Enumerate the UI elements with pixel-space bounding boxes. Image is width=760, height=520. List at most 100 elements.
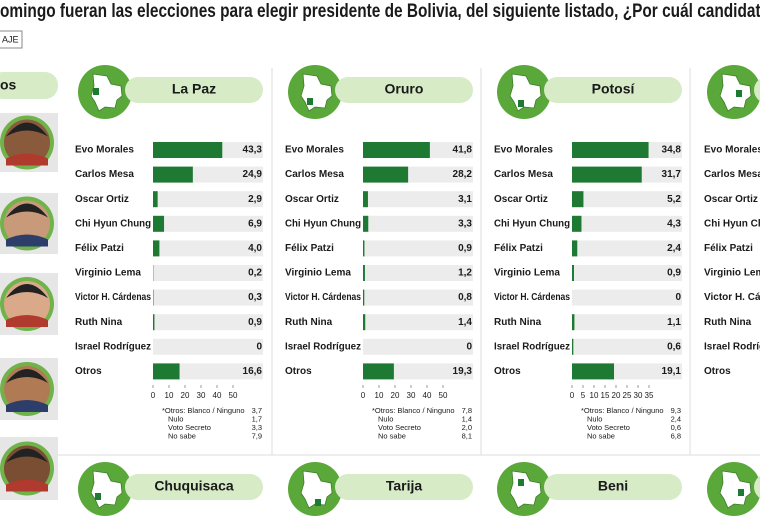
note-label: Voto Secreto	[587, 423, 630, 432]
bar	[363, 289, 365, 306]
region-title: Chuquisaca	[154, 478, 234, 494]
bar-track	[572, 265, 682, 281]
bar	[572, 191, 584, 208]
map-region	[518, 100, 524, 107]
candidate-name: Ruth Nina	[704, 317, 752, 328]
photo-shirt	[6, 234, 48, 247]
bar-track	[572, 314, 682, 331]
value-label: 19,3	[453, 366, 473, 377]
bar	[572, 142, 649, 158]
note-label: No sabe	[378, 431, 406, 440]
candidate-name: Oscar Ortiz	[494, 194, 548, 205]
note-value: 7,9	[252, 431, 262, 440]
photo-hair	[6, 122, 48, 137]
region-title: La Paz	[172, 81, 216, 97]
bar	[572, 215, 582, 232]
candidate-name: Félix Patzi	[75, 243, 124, 254]
value-label: 6,9	[248, 218, 262, 229]
note-label: Voto Secreto	[168, 423, 211, 432]
candidate-name: Virginio Lema	[75, 268, 141, 279]
bar	[153, 240, 160, 257]
candidate-name: Carlos Mesa	[75, 169, 134, 180]
value-label: 2,4	[667, 243, 681, 254]
candidate-name: Carlos Mesa	[494, 169, 553, 180]
bar-track	[572, 338, 682, 355]
x-tick-label: 40	[423, 391, 432, 400]
x-tick-label: 10	[590, 391, 599, 400]
photo-shirt	[6, 315, 48, 327]
bar	[363, 265, 365, 281]
candidate-name: Chi Hyun Chung	[704, 218, 760, 229]
note-label: Nulo	[587, 414, 602, 423]
note-value: 1,4	[462, 414, 472, 423]
map-region	[738, 489, 744, 496]
note-label: No sabe	[168, 431, 196, 440]
note-value: 1,7	[252, 414, 262, 423]
note-value: 7,8	[462, 406, 472, 415]
bar	[572, 338, 574, 355]
bar-track	[572, 289, 682, 306]
note-label: Nulo	[378, 414, 393, 423]
map-region	[93, 88, 99, 95]
map-outline	[509, 73, 542, 112]
candidate-name: Félix Patzi	[704, 243, 753, 254]
region-header	[754, 79, 760, 101]
note-value: 2,4	[671, 414, 681, 423]
region-header	[125, 77, 263, 103]
value-label: 0,2	[248, 268, 262, 279]
value-label: 5,2	[667, 194, 681, 205]
bar-track	[363, 265, 473, 281]
value-label: 4,0	[248, 243, 262, 254]
candidate-name: Israel Rodríguez	[285, 341, 361, 352]
bar	[153, 314, 155, 331]
x-tick-label: 20	[181, 391, 190, 400]
value-label: 43,3	[243, 145, 263, 156]
candidate-name: Victor H. Cárdenas	[75, 292, 151, 303]
bar-track	[572, 215, 682, 232]
note-label: No sabe	[587, 431, 615, 440]
bar-track	[153, 215, 263, 232]
bar	[153, 191, 158, 208]
sidebar-label: os	[0, 77, 17, 93]
photo-hair	[6, 448, 48, 463]
bar	[153, 166, 193, 183]
value-label: 1,1	[667, 317, 681, 328]
map-region	[315, 499, 321, 506]
candidate-name: Victor H. Cárdenas	[285, 292, 361, 303]
value-label: 0,9	[667, 268, 681, 279]
bar-track	[153, 191, 263, 208]
bar-track	[363, 240, 473, 257]
candidate-name: Victor H. Cárdenas	[494, 292, 570, 303]
candidate-name: Oscar Ortiz	[285, 194, 339, 205]
candidate-name: Otros	[285, 366, 312, 377]
candidate-name: Israel Rodríguez	[494, 341, 570, 352]
value-label: 19,1	[662, 366, 682, 377]
candidate-name: Ruth Nina	[494, 317, 542, 328]
x-tick-label: 0	[151, 391, 156, 400]
x-tick-label: 50	[439, 391, 448, 400]
photo-shirt	[6, 479, 48, 492]
candidate-name: Israel Rodríguez	[75, 341, 151, 352]
map-outline	[509, 470, 542, 509]
photo-shirt	[6, 153, 48, 166]
x-tick-label: 30	[197, 391, 206, 400]
value-label: 41,8	[453, 145, 473, 156]
bar	[363, 215, 369, 232]
bar	[572, 363, 615, 380]
candidate-name: Evo Morales	[285, 145, 344, 156]
note-label: *Otros: Blanco / Ninguno	[162, 406, 245, 415]
candidate-name: Otros	[494, 366, 521, 377]
bar	[363, 363, 394, 380]
bar	[363, 240, 365, 257]
candidate-name: Virginio Lema	[704, 268, 760, 279]
map-outline	[719, 73, 752, 112]
bar-track	[363, 191, 473, 208]
bar-track	[153, 265, 263, 281]
x-tick-label: 10	[375, 391, 384, 400]
bar-track	[153, 363, 263, 380]
bar	[363, 314, 366, 331]
x-tick-label: 0	[361, 391, 366, 400]
value-label: 34,8	[662, 145, 682, 156]
candidate-name: Ruth Nina	[285, 317, 333, 328]
